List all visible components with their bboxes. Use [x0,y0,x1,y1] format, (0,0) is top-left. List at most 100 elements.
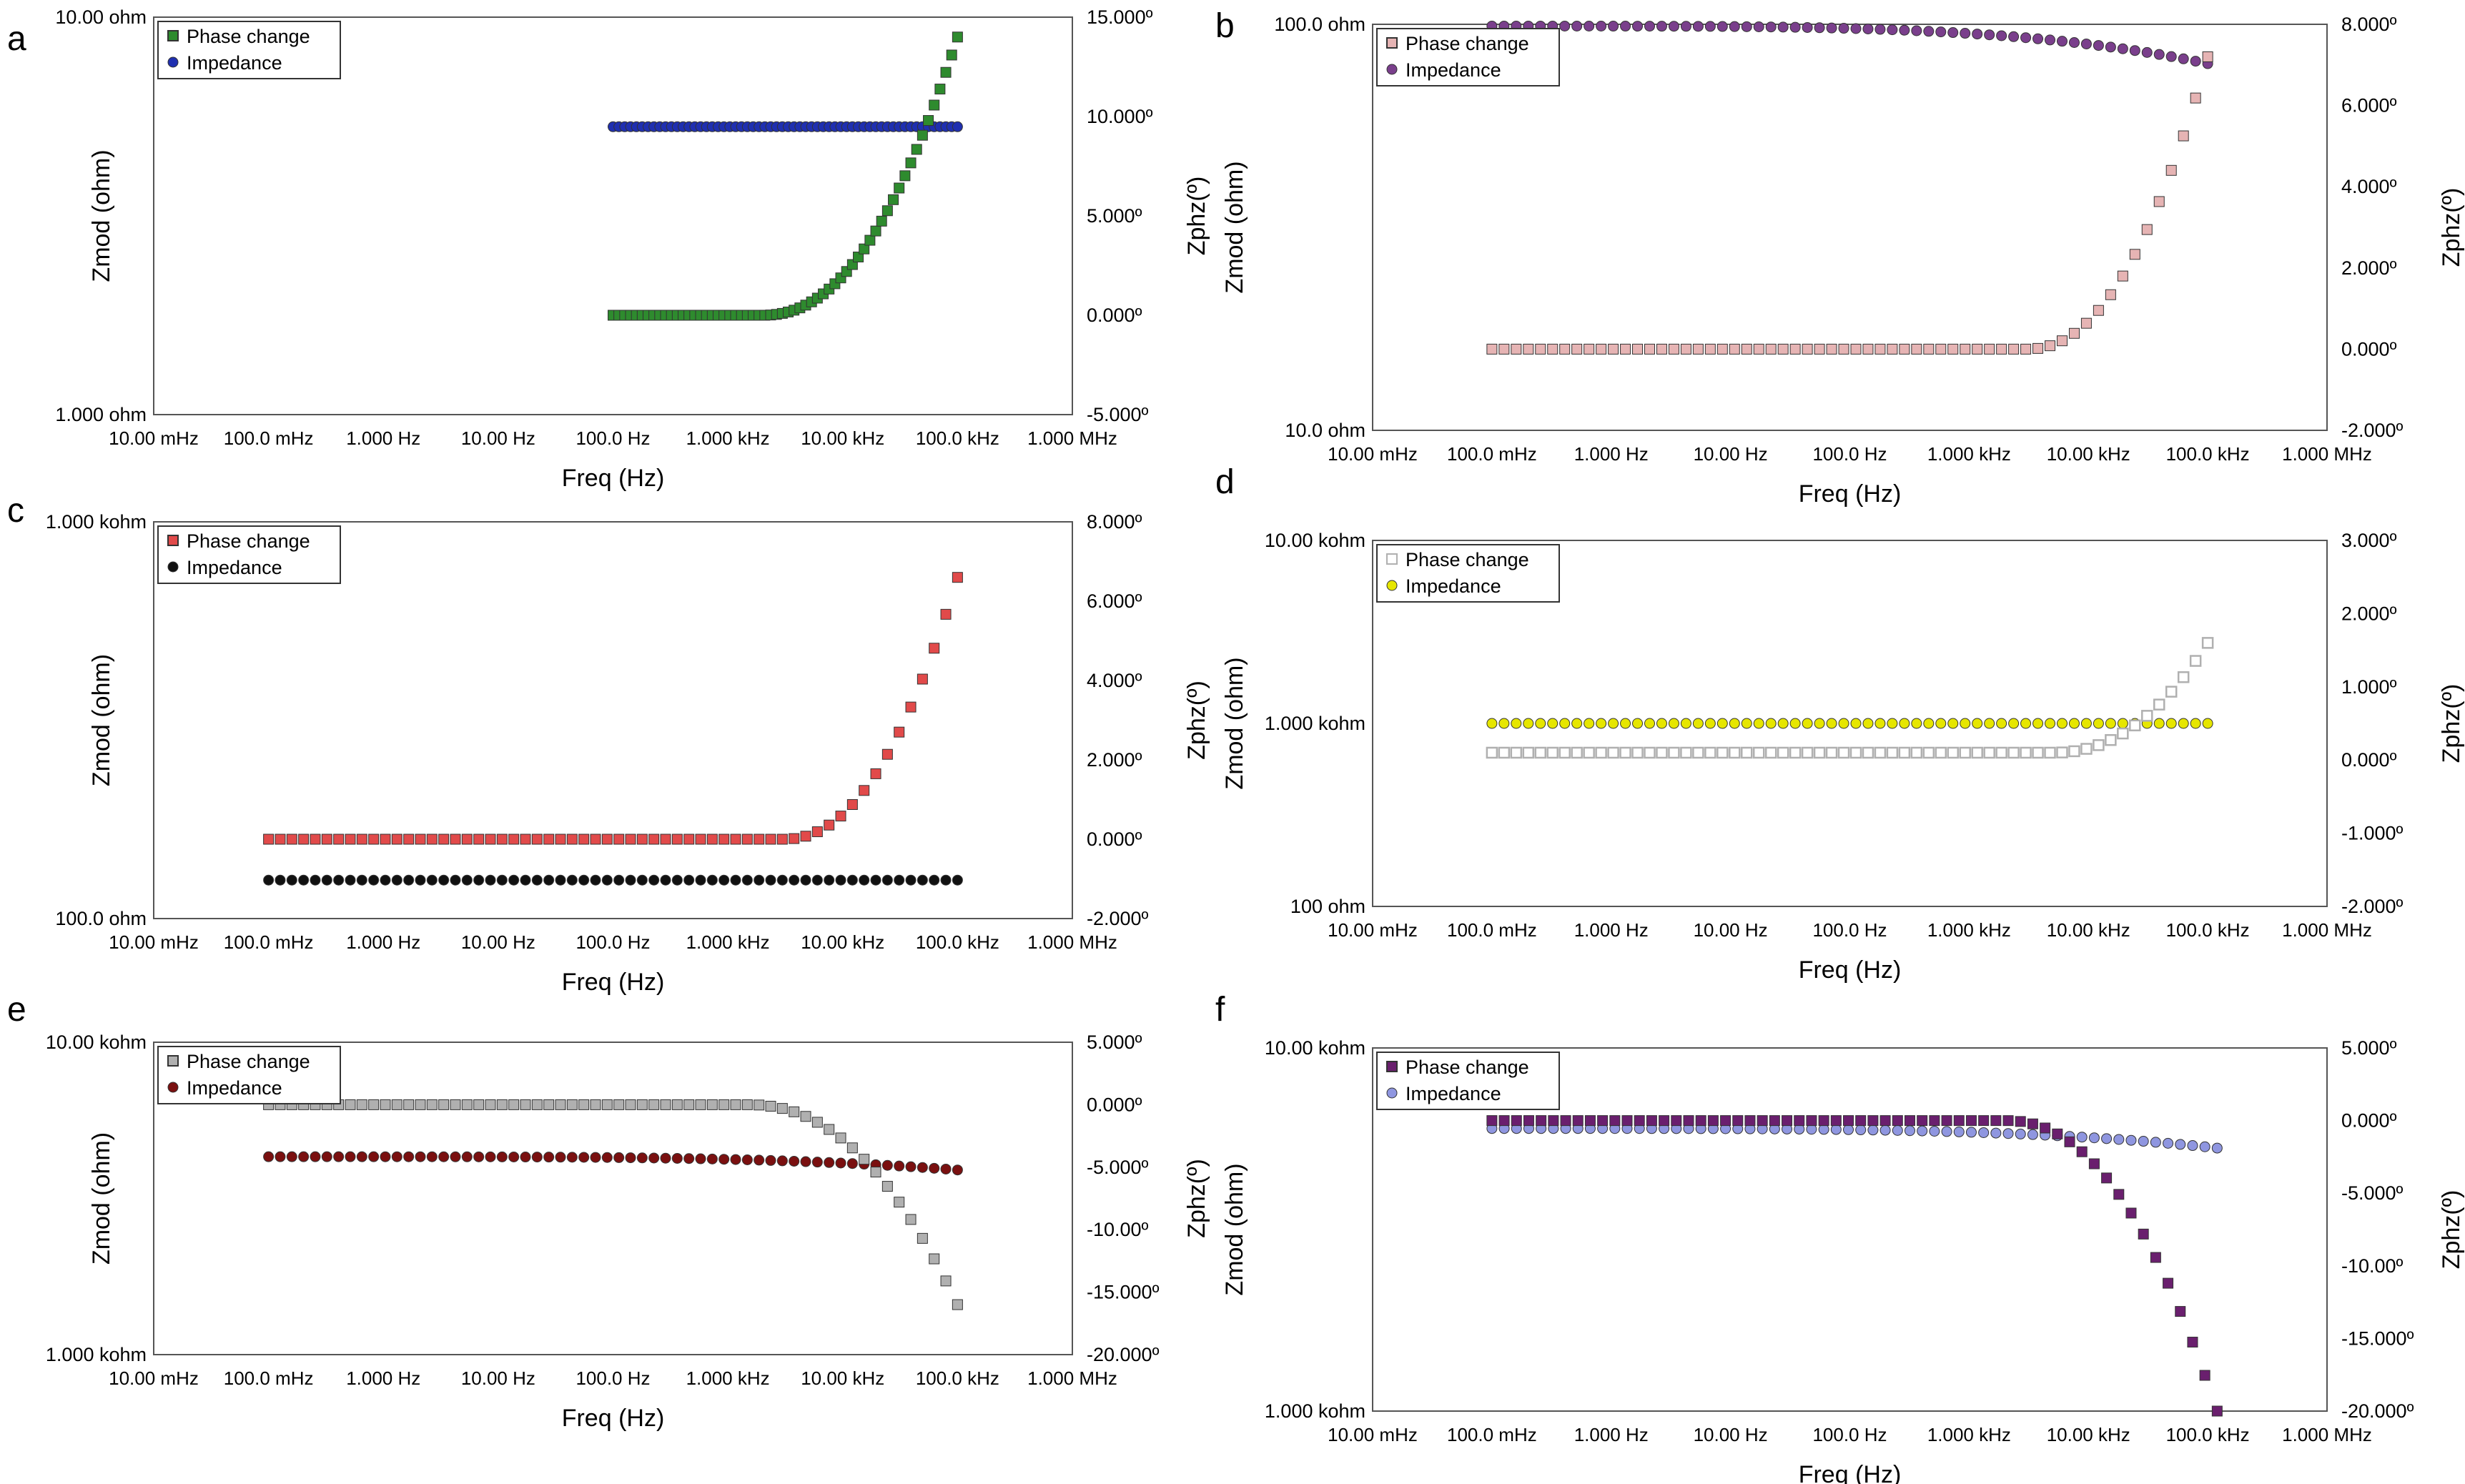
impedance-point [1802,718,1813,729]
impedance-point [415,874,426,886]
phase-point [2175,1306,2186,1317]
phase-point [531,1099,543,1110]
impedance-point [1990,1127,2002,1139]
impedance-point [754,874,765,886]
phase-point [929,1253,940,1265]
legend: Phase change Impedance [157,21,341,79]
impedance-point [543,1152,555,1163]
phase-point [1794,1115,1805,1127]
right-tick-label: 5.000º [2341,1037,2397,1059]
phase-point [1777,343,1789,355]
right-tick-label: -5.000º [1087,1157,1149,1178]
phase-point [566,833,578,845]
phase-point [846,798,858,810]
impedance-point [1899,24,1910,36]
phase-point [789,833,800,844]
impedance-point [1850,718,1862,729]
x-tick-label: 1.000 Hz [1574,1424,1649,1445]
x-tick-label: 10.00 mHz [109,427,199,449]
impedance-point [846,1158,858,1169]
phase-point [1990,1115,2002,1127]
phase-point [940,608,952,620]
phase-point [1486,343,1498,355]
phase-point [1965,1115,1977,1127]
impedance-point [286,874,297,886]
impedance-point [1632,718,1644,729]
phase-point [426,1099,438,1110]
impedance-point [613,874,625,886]
phase-point [2113,1189,2125,1200]
legend-impedance-label: Impedance [1406,59,1501,81]
phase-point [415,833,426,845]
phase-point [1631,746,1644,759]
x-tick-label: 1.000 MHz [2282,919,2372,941]
impedance-point [789,874,800,886]
phase-point [1879,1115,1891,1127]
impedance-point [1765,718,1777,729]
impedance-point [485,1151,496,1162]
left-tick-label: 10.00 kohm [46,1032,147,1053]
phase-point [1929,1115,1940,1127]
phase-point [870,768,881,779]
left-axis-label: Zmod (ohm) [1221,657,1248,789]
phase-point [1892,1115,1903,1127]
x-tick-label: 10.00 kHz [2047,1424,2130,1445]
impedance-point [789,1155,800,1167]
impedance-point [578,1152,590,1163]
phase-point [1789,746,1802,759]
phase-point [2088,1158,2100,1169]
impedance-point [824,1157,835,1168]
right-tick-label: -1.000º [2341,823,2404,844]
impedance-point [1559,718,1571,729]
x-tick-label: 10.00 mHz [109,1367,199,1389]
impedance-point [1680,21,1691,32]
impedance-point [1704,718,1716,729]
left-tick-label: 1.000 kohm [1265,1400,1365,1422]
impedance-point [2105,718,2116,729]
impedance-point [461,1151,473,1162]
impedance-point [310,1151,321,1162]
phase-point [2202,51,2213,62]
impedance-point [2080,38,2092,49]
phase-point [1546,746,1558,759]
phase-point [1818,1115,1829,1127]
phase-point [1692,746,1704,759]
phase-point [1837,746,1850,759]
phase-point [438,833,450,845]
phase-point [648,833,660,845]
impedance-point [1632,21,1644,32]
impedance-point [671,1152,683,1164]
phase-point [368,833,380,845]
phase-point [730,833,741,845]
impedance-point [835,1157,846,1169]
impedance-point [1596,21,1607,32]
impedance-point [846,874,858,886]
phase-point [1782,1115,1793,1127]
right-tick-label: 2.000º [2341,603,2397,624]
phase-point [2199,1370,2210,1381]
impedance-point [2076,1132,2088,1143]
phase-point [508,1099,520,1110]
phase-point [894,1197,905,1208]
impedance-point [1838,718,1849,729]
impedance-point [2020,32,2032,44]
phase-point [1634,1115,1645,1127]
left-tick-label: 10.00 kohm [1265,1037,1365,1059]
phase-point [566,1099,578,1110]
panel-e: e 10.00 mHz 100.0 mHz 1.000 Hz 10.00 Hz 100.0… [7,991,1210,1432]
impedance-point [2105,41,2116,53]
phase-point [345,1099,356,1110]
legend-phase-label: Phase change [1406,33,1529,54]
right-tick-label: 0.000º [2341,338,2397,360]
impedance-point [1571,718,1583,729]
phase-point [1984,343,1995,355]
impedance-point [590,1152,601,1163]
impedance-point [1874,24,1886,35]
impedance-point [1830,1124,1842,1135]
panel-a: a 10.00 mHz 100.0 mHz 1.000 Hz 10.00 Hz 100.0… [7,6,1210,492]
impedance-point [2163,1137,2174,1149]
panel-letter: b [1215,7,1235,45]
phase-point [1523,343,1534,355]
phase-point [929,99,940,111]
